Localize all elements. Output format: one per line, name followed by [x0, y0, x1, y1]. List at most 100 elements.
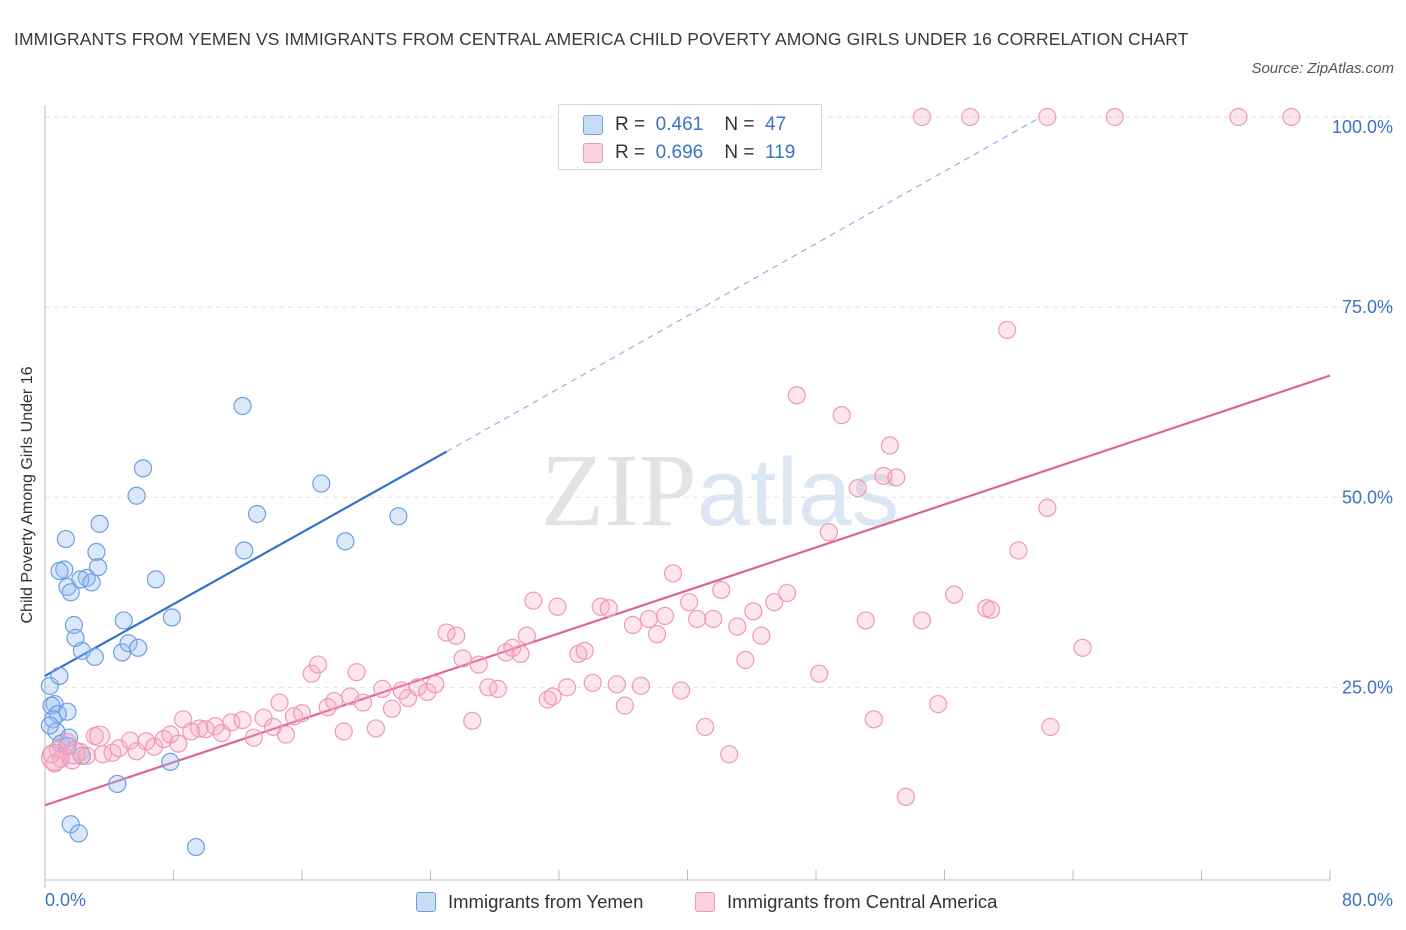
legend-row-yemen: R = 0.461 N = 47: [583, 111, 786, 139]
central-america-point: [688, 609, 707, 629]
central-america-point: [777, 583, 797, 603]
legend-r-value: 0.696: [655, 142, 704, 163]
central-america-point: [463, 711, 482, 730]
central-america-point: [254, 708, 273, 727]
central-america-point: [928, 695, 948, 714]
yemen-point: [133, 459, 153, 478]
central-america-point: [1038, 498, 1057, 517]
central-america-point: [270, 693, 289, 712]
legend-n-value: 47: [765, 114, 787, 135]
central-america-point: [623, 615, 642, 635]
central-america-point: [222, 713, 241, 732]
legend-n-value: 119: [765, 142, 796, 163]
yemen-trend-line: [44, 450, 448, 677]
legend-r-value: 0.461: [655, 114, 704, 135]
yemen-point: [108, 774, 127, 794]
watermark-zip: ZIP: [541, 433, 697, 548]
series-legend: Immigrants from Yemen Immigrants from Ce…: [0, 886, 1406, 918]
axes: [44, 105, 1331, 888]
central-america-point: [848, 479, 867, 498]
central-america-point: [89, 725, 111, 747]
central-america-point: [704, 609, 723, 629]
central-america-point: [887, 468, 906, 487]
central-america-point: [353, 693, 373, 712]
legend-n-label: N =: [724, 114, 755, 135]
central-america-point: [856, 611, 875, 630]
central-america-point: [408, 678, 427, 697]
chart-title: IMMIGRANTS FROM YEMEN VS IMMIGRANTS FROM…: [14, 29, 1189, 49]
central-america-point: [426, 675, 445, 694]
central-america-point: [488, 679, 508, 698]
central-america-point: [447, 626, 466, 645]
central-america-point: [599, 599, 618, 618]
central-america-point: [647, 625, 667, 644]
yemen-point: [389, 507, 408, 526]
trend-lines: [44, 116, 1331, 807]
central-america-point: [810, 664, 829, 683]
source-label: Source: ZipAtlas.com: [1251, 60, 1394, 77]
yemen-legend-swatch: [416, 892, 436, 912]
series-legend-central-america: Immigrants from Central America: [695, 886, 997, 918]
central-america-point: [325, 691, 344, 711]
x-tick-min: 0.0%: [45, 890, 87, 910]
central-america-point: [548, 597, 567, 616]
yemen-point: [50, 666, 69, 686]
central-america-point: [538, 690, 557, 709]
yemen-point: [40, 676, 59, 695]
central-america-point: [752, 626, 771, 645]
central-america-point: [366, 719, 385, 738]
central-america-point: [728, 617, 747, 636]
yemen-point: [85, 647, 104, 667]
central-america-point: [631, 676, 651, 695]
central-america-point: [453, 649, 472, 668]
central-america-point: [347, 663, 366, 682]
yemen-legend-label: Immigrants from Yemen: [448, 891, 644, 912]
series-legend-yemen: Immigrants from Yemen: [416, 886, 643, 918]
central-america-point: [880, 436, 899, 455]
central-america-point: [663, 564, 683, 583]
legend-r-label: R =: [615, 142, 646, 163]
central-america-point: [864, 710, 883, 729]
central-america-point: [945, 585, 964, 604]
central-america-point: [169, 734, 188, 753]
central-america-point: [765, 593, 784, 612]
central-america-point: [639, 609, 659, 629]
y-tick-labels: 25.0% 50.0% 75.0% 100.0%: [1332, 117, 1393, 697]
yemen-point: [235, 541, 254, 560]
legend-row-central-america: R = 0.696 N = 119: [583, 139, 795, 167]
yemen-point: [82, 573, 101, 592]
central-america-point: [1073, 638, 1092, 657]
central-america-legend-swatch: [695, 892, 715, 912]
central-america-point: [832, 406, 851, 425]
legend-n-label: N =: [724, 142, 755, 163]
central-america-point: [145, 737, 164, 756]
central-america-point: [190, 719, 209, 738]
central-america-point: [308, 655, 328, 674]
y-tick-label: 25.0%: [1342, 677, 1393, 697]
central-america-point: [121, 731, 140, 750]
yemen-point: [161, 752, 180, 772]
central-america-point: [787, 386, 806, 405]
yemen-point: [61, 583, 80, 602]
yemen-point: [87, 542, 106, 562]
central-america-point: [543, 687, 562, 706]
yemen-point: [71, 570, 90, 589]
central-america-point: [41, 743, 69, 771]
y-tick-label: 75.0%: [1342, 297, 1393, 317]
central-america-point: [615, 696, 634, 715]
central-america-point: [712, 580, 731, 600]
yemen-point: [247, 504, 267, 524]
central-america-point: [575, 641, 594, 660]
central-america-point: [382, 699, 402, 718]
central-america-point: [373, 679, 392, 698]
central-america-point: [1282, 107, 1301, 127]
yemen-point: [90, 514, 109, 533]
central-america-point: [1009, 541, 1028, 560]
yemen-point: [50, 561, 69, 581]
central-america-point: [1041, 717, 1060, 737]
data-points: [40, 107, 1301, 857]
yemen-swatch: [583, 115, 603, 135]
y-tick-label: 50.0%: [1342, 487, 1393, 507]
central-america-point: [912, 611, 932, 630]
